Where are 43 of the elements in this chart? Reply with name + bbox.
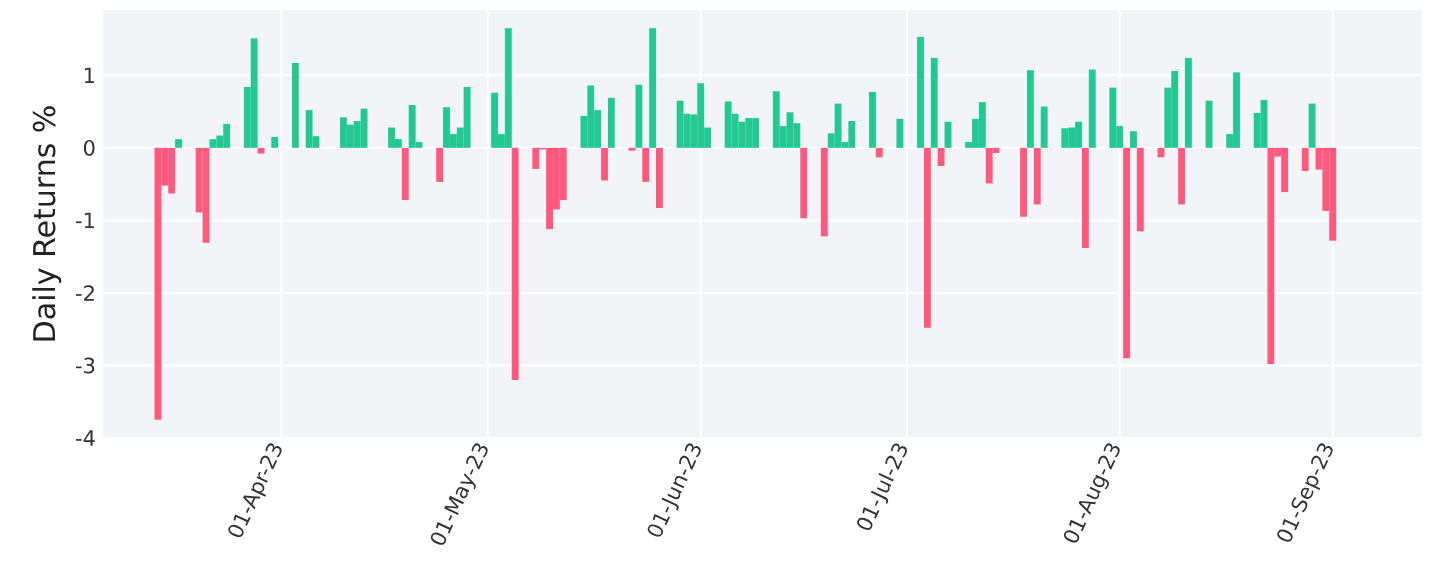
bar xyxy=(642,147,650,182)
bar xyxy=(401,147,409,201)
bar xyxy=(930,57,938,148)
bar xyxy=(1178,147,1185,205)
bar xyxy=(875,147,883,158)
bar xyxy=(601,147,608,181)
y-tick-label: -3 xyxy=(76,357,95,374)
bar xyxy=(271,136,279,148)
bar xyxy=(1081,147,1089,248)
bar xyxy=(257,147,265,154)
bar xyxy=(291,62,299,148)
bar xyxy=(175,139,183,148)
bar xyxy=(1185,57,1192,148)
bar xyxy=(1123,147,1131,359)
bar xyxy=(649,28,657,148)
bar xyxy=(1301,147,1309,172)
bar xyxy=(1020,147,1027,217)
bar xyxy=(868,91,876,148)
y-tick-label: -1 xyxy=(76,212,94,229)
bar xyxy=(436,147,444,182)
bar xyxy=(635,84,643,148)
bar xyxy=(917,36,924,148)
y-tick-label: -2 xyxy=(76,285,94,301)
bar xyxy=(1033,147,1041,205)
bar xyxy=(511,147,519,380)
bar xyxy=(607,97,615,148)
bar xyxy=(923,147,931,328)
bar xyxy=(1040,106,1048,148)
bar xyxy=(1136,147,1144,232)
bar xyxy=(1026,70,1034,148)
bar xyxy=(628,147,636,151)
bar xyxy=(1130,131,1137,148)
y-tick-label: -4 xyxy=(76,430,95,446)
bar xyxy=(656,147,663,209)
bar xyxy=(1088,69,1096,148)
y-tick-label: 0 xyxy=(83,139,95,156)
bar xyxy=(820,147,828,237)
bar xyxy=(896,118,904,148)
bar xyxy=(937,147,945,166)
y-tick-label: 1 xyxy=(84,67,94,83)
bar xyxy=(800,147,808,219)
y-axis-title: Daily Returns % xyxy=(32,106,62,341)
bar xyxy=(1308,103,1316,148)
